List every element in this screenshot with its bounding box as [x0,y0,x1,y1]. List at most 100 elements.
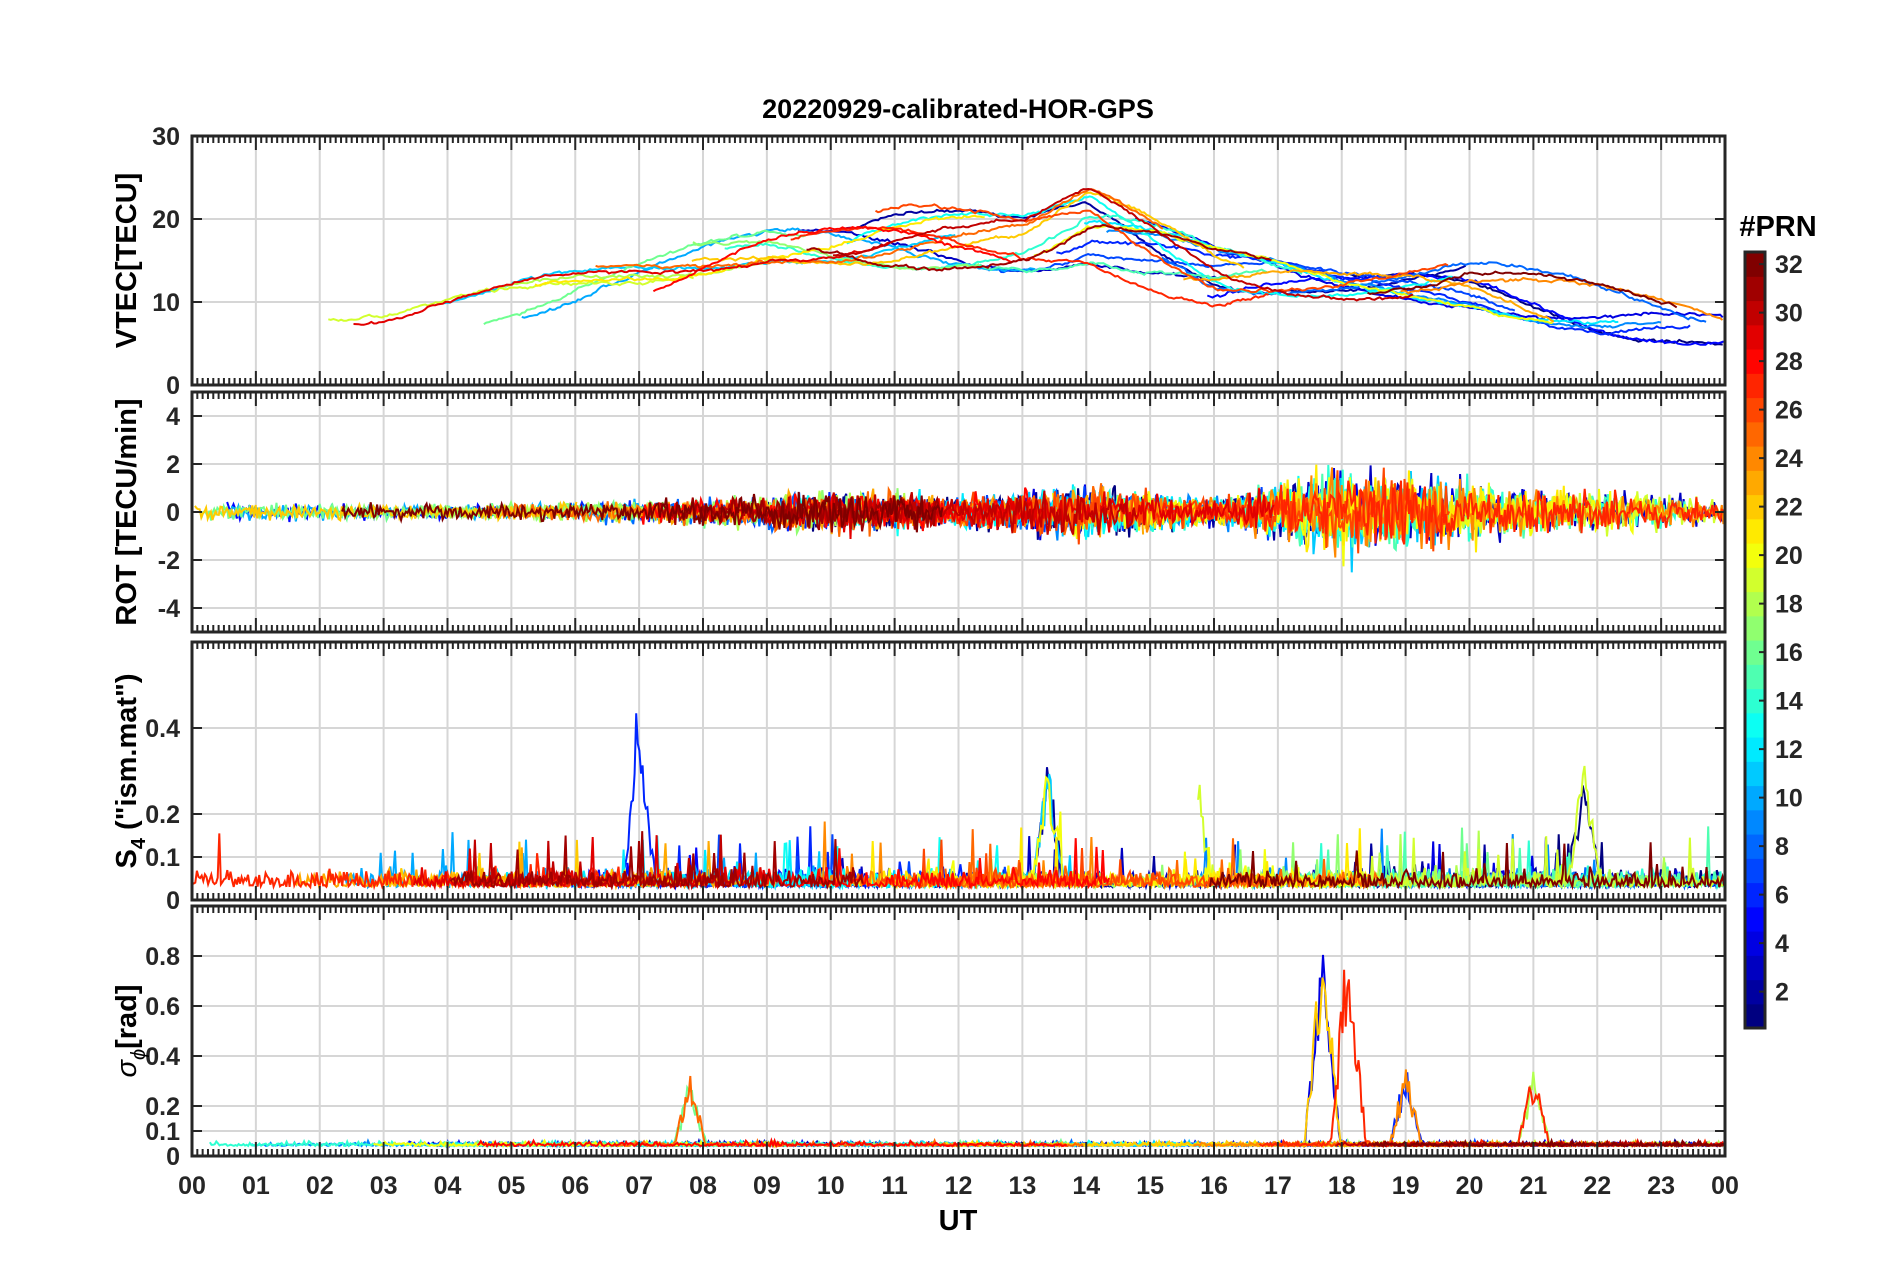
x-tick-label: 23 [1647,1172,1675,1200]
panel-sigma_phi-ytick-label: 0.1 [145,1118,180,1146]
prn-28-vtec-line [652,225,1014,293]
colorbar-segment [1745,324,1765,350]
colorbar-tick-label: 4 [1775,930,1789,958]
prn-19-vtec-line [328,274,694,322]
colorbar-segment [1745,276,1765,302]
x-axis: 00 01 02 03 04 05 06 07 08 09 10 11 12 13 14 15 16 17 18 19… [178,1172,1739,1200]
colorbar-segment [1745,446,1765,471]
colorbar-segment [1745,712,1765,738]
panel-rot-ytick-label: 0 [166,499,180,527]
x-tick-label: 11 [881,1172,908,1200]
colorbar-segment [1745,615,1765,641]
colorbar-tick-label: 16 [1775,639,1803,667]
x-tick-label: 21 [1519,1172,1547,1200]
colorbar-segment [1745,955,1765,981]
prn-14-s4-line [1302,840,1725,891]
colorbar-segment [1745,518,1765,544]
panel-sigma_phi: 00.10.2 0.4 0.6 0.8 σϕ[rad] [111,904,1727,1171]
colorbar-tick-label: 2 [1775,979,1789,1007]
prn-13-vtec-line [846,195,1453,298]
colorbar-tick-label: 32 [1775,251,1803,279]
colorbar-segment [1745,252,1765,277]
panel-s4-ytick-label: 0.4 [145,715,180,743]
x-tick-label: 00 [1711,1172,1739,1200]
panel-sigma_phi-ylabel: σϕ[rad] [111,984,150,1077]
x-tick-label: 01 [242,1172,270,1200]
x-tick-label: 05 [497,1172,525,1200]
prn-8-vtec-line [1161,256,1707,323]
prn-23-vtec-line [1183,269,1555,323]
prn-32-rot-line [341,491,944,533]
colorbar-segment [1745,543,1765,568]
prn-26-vtec-line [875,203,1449,294]
x-tick-label: 07 [625,1172,653,1200]
panel-rot-ytick-label: 2 [166,451,180,479]
colorbar-segment [1745,809,1765,835]
prn-22-vtec-line [691,191,1245,269]
colorbar-segment [1745,931,1765,956]
prn-28-s4-line [760,838,1111,890]
colorbar-frame [1743,250,1767,1030]
colorbar-segment [1745,664,1765,690]
x-tick-label: 09 [753,1172,781,1200]
x-tick-label: 22 [1583,1172,1611,1200]
colorbar-tick-label: 22 [1775,494,1803,522]
prn-25-vtec-line [595,188,1164,270]
panel-s4-ticks [191,642,1726,901]
x-tick-label: 20 [1456,1172,1484,1200]
prn-31-s4-line [449,831,864,891]
colorbar-segment [1745,737,1765,762]
colorbar-tick-label: 8 [1775,833,1789,861]
x-tick-label: 00 [178,1172,206,1200]
colorbar-segment [1745,421,1765,447]
prn-32-vtec-line [1367,270,1678,309]
panel-vtec-ytick-label: 30 [152,123,180,151]
panel-sigma_phi-grid [192,906,1725,1156]
panel-rot-ylabel: ROT [TECU/min] [111,398,143,625]
colorbar-segment [1745,640,1765,665]
panel-rot-series [194,464,1725,573]
x-tick-label: 16 [1200,1172,1228,1200]
colorbar-tick-label: 24 [1775,445,1803,473]
panel-s4-ytick-label: 0.2 [145,801,180,829]
panel-sigma_phi-ticks [191,906,1726,1157]
panel-s4-ytick-label: 0 [166,887,180,915]
x-tick-label: 02 [306,1172,334,1200]
prn-15-vtec-line [975,261,1268,280]
panel-s4-ytick-label: 0.1 [145,844,180,872]
colorbar-segment [1745,834,1765,859]
panel-sigma_phi-ytick-label: 0.2 [145,1093,180,1121]
x-tick-label: 04 [434,1172,462,1200]
colorbar-segment [1745,858,1765,884]
x-tick-label: 12 [945,1172,973,1200]
colorbar-segment [1745,567,1765,593]
figure-title: 20220929-calibrated-HOR-GPS [762,94,1154,124]
colorbar-segment [1745,761,1765,787]
prn-29-vtec-line [353,241,893,326]
panel-vtec-ytick-label: 10 [152,289,180,317]
x-tick-label: 08 [689,1172,717,1200]
prn-32-sigma_phi-line [1372,1137,1725,1149]
prn-31-vtec-line [806,223,1272,272]
prn-7-vtec-line [987,253,1516,312]
panel-sigma_phi-ytick-label: 0.4 [145,1043,180,1071]
colorbar-tick-label: 6 [1775,882,1789,910]
panel-vtec-ytick-label: 20 [152,206,180,234]
colorbar-tick-label: 18 [1775,591,1803,619]
x-tick-label: 17 [1264,1172,1292,1200]
colorbar-segment [1745,591,1765,617]
panel-vtec-ticks [191,135,1726,386]
prn-30-vtec-line [832,187,1414,302]
x-axis-label: UT [939,1205,978,1237]
x-tick-label: 14 [1072,1172,1100,1200]
prn-16-vtec-line [483,229,807,326]
panel-s4-series [192,713,1725,891]
panel-sigma_phi-series [209,954,1725,1149]
colorbar-segment [1745,494,1765,520]
x-tick-label: 10 [817,1172,845,1200]
panel-rot-ticks [191,392,1726,632]
prn-32-s4-line [1208,842,1725,891]
